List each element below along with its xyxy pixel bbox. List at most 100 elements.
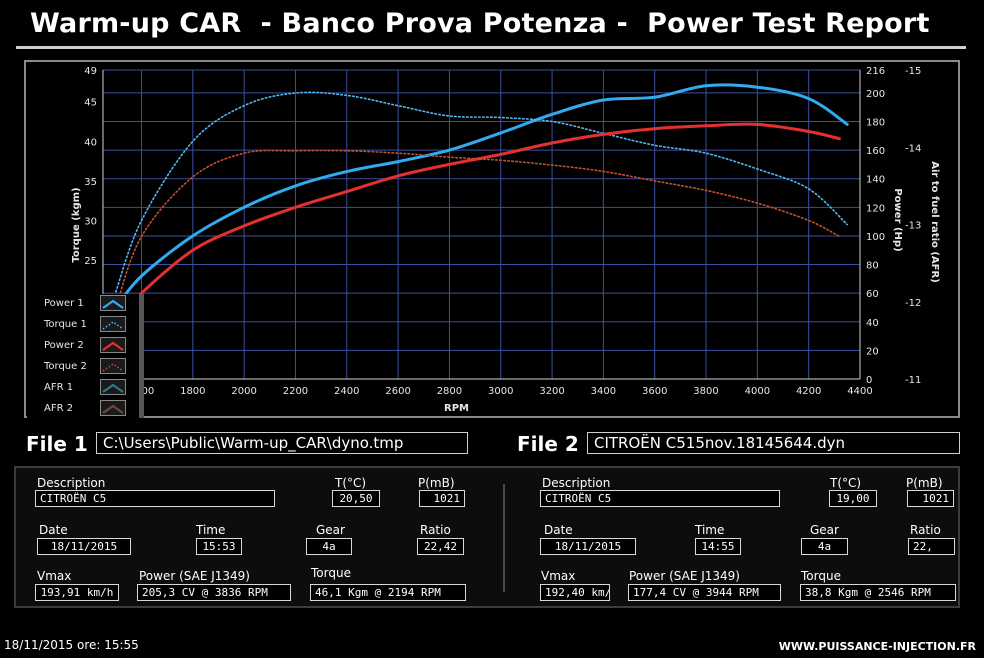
left-tick-label: 49 [84,66,97,77]
file2-vmax-label: Vmax [541,569,576,583]
panel-divider [503,484,505,592]
file1-vmax-label: Vmax [37,569,72,583]
right-tick-label: 216 [866,66,885,77]
x-tick-label: 4400 [847,386,872,397]
legend-item: Torque 1 [27,315,139,336]
file2-gear-field[interactable]: 4a [801,538,848,555]
file1-temp-field[interactable]: 20,50 [332,490,380,507]
afr-tick-label: -11 [905,375,921,386]
x-tick-label: 2200 [283,386,308,397]
afr-axis-title: Air to fuel ratio (AFR) [929,161,940,283]
file2-date-label: Date [544,523,573,537]
x-tick-label: 3800 [693,386,718,397]
legend-label: AFR 1 [44,382,74,393]
file1-pressure-label: P(mB) [418,476,455,490]
file1-label: File 1 [26,432,88,456]
status-datetime: 18/11/2015 ore: 15:55 [4,638,139,652]
afr-tick-label: -13 [905,221,921,232]
file2-power-label: Power (SAE J1349) [629,569,740,583]
file1-ratio-label: Ratio [420,523,451,537]
series-power-2 [114,122,841,324]
file1-ratio-field[interactable]: 22,42 [417,538,464,555]
x-tick-label: 3400 [591,386,616,397]
file2-description-field[interactable]: CITROËN C5 [540,490,780,507]
file2-power-field[interactable]: 177,4 CV @ 3944 RPM [628,584,781,601]
afr-tick-label: -14 [905,143,921,154]
x-tick-label: 3600 [642,386,667,397]
right-tick-label: 40 [866,318,879,329]
file1-torque-field[interactable]: 46,1 Kgm @ 2194 RPM [310,584,466,601]
left-tick-label: 25 [84,256,97,267]
file1-time-label: Time [196,523,226,537]
left-axis-title: Torque (kgm) [71,187,82,262]
left-tick-label: 30 [84,217,97,228]
file1-path-field[interactable]: C:\Users\Public\Warm-up_CAR\dyno.tmp [96,432,468,454]
legend-item: Power 2 [27,336,139,357]
file2-path-field[interactable]: CITROËN C515nov.18145644.dyn [587,432,960,454]
file2-temp-field[interactable]: 19,00 [829,490,877,507]
right-axis-title: Power (Hp) [892,188,903,251]
x-axis-title: RPM [444,403,469,414]
file1-description-field[interactable]: CITROËN C5 [35,490,275,507]
file2-pressure-field[interactable]: 1021 [907,490,954,507]
file1-pressure-field[interactable]: 1021 [419,490,465,507]
left-tick-label: 35 [84,177,97,188]
file1-temp-label: T(°C) [335,476,367,490]
report-title: Warm-up CAR - Banco Prova Potenza - Powe… [30,8,930,39]
afr-tick-label: -12 [905,298,921,309]
file2-pressure-label: P(mB) [906,476,943,490]
file1-torque-label: Torque [311,566,351,580]
legend-label: Torque 2 [44,361,87,372]
right-tick-label: 0 [866,375,872,386]
legend-swatch [100,379,126,395]
legend-swatch [100,316,126,332]
legend-item: AFR 1 [27,378,139,399]
x-tick-label: 2600 [385,386,410,397]
legend-item: Torque 2 [27,357,139,378]
status-website: WWW.PUISSANCE-INJECTION.FR [778,640,976,653]
legend-label: Torque 1 [44,319,87,330]
right-tick-label: 80 [866,261,879,272]
x-tick-label: 3000 [488,386,513,397]
file1-gear-label: Gear [316,523,345,537]
legend-swatch [100,295,126,311]
plot-area [103,70,860,379]
file2-ratio-label: Ratio [910,523,941,537]
x-tick-label: 3200 [539,386,564,397]
file2-description-label: Description [542,476,611,490]
legend-label: Power 2 [44,340,84,351]
file2-ratio-field[interactable]: 22, [908,538,955,555]
file2-vmax-field[interactable]: 192,40 km/ [540,584,610,601]
series-power-1 [114,83,849,309]
right-tick-label: 140 [866,175,885,186]
legend-label: Power 1 [44,298,84,309]
file1-power-label: Power (SAE J1349) [139,569,250,583]
legend-swatch [100,337,126,353]
file2-time-field[interactable]: 14:55 [695,538,741,555]
right-tick-label: 20 [866,346,879,357]
file1-date-label: Date [39,523,68,537]
left-tick-label: 40 [84,137,97,148]
legend-item: AFR 2 [27,399,139,420]
file2-temp-label: T(°C) [830,476,862,490]
file2-torque-field[interactable]: 38,8 Kgm @ 2546 RPM [800,584,956,601]
file1-description-label: Description [37,476,106,490]
file1-date-field[interactable]: 18/11/2015 [37,538,131,555]
file2-gear-label: Gear [810,523,839,537]
x-tick-label: 1800 [180,386,205,397]
file2-torque-label: Torque [801,569,841,583]
series-torque-2 [115,149,841,309]
x-tick-label: 2400 [334,386,359,397]
file1-gear-field[interactable]: 4a [306,538,352,555]
file1-time-field[interactable]: 15:53 [196,538,242,555]
right-tick-label: 200 [866,89,885,100]
legend-swatch [100,400,126,416]
dyno-chart: 1600180020002200240026002800300032003400… [71,66,940,414]
series-torque-1 [115,91,848,293]
x-tick-label: 2800 [437,386,462,397]
file1-vmax-field[interactable]: 193,91 km/h [35,584,119,601]
legend-label: AFR 2 [44,403,74,414]
file1-power-field[interactable]: 205,3 CV @ 3836 RPM [137,584,291,601]
file2-date-field[interactable]: 18/11/2015 [540,538,636,555]
right-tick-label: 160 [866,146,885,157]
